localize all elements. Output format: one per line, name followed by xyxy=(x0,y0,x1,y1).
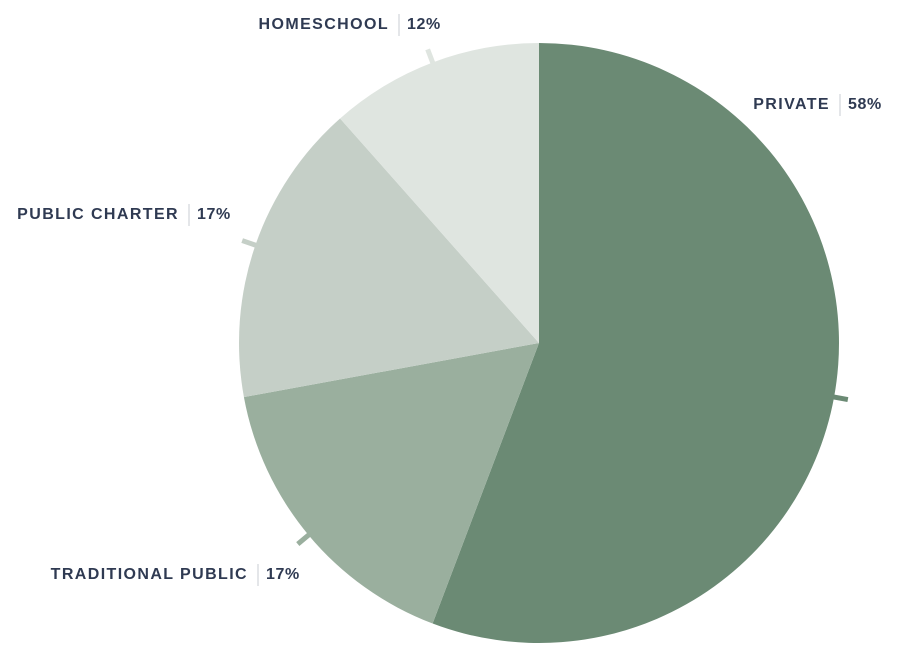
slice-label: HOMESCHOOL xyxy=(259,16,389,33)
pie-slice-public-charter xyxy=(239,118,539,398)
pie-slices xyxy=(239,43,839,644)
slice-label: PRIVATE xyxy=(753,96,830,113)
slice-label: TRADITIONAL PUBLIC xyxy=(51,566,248,583)
slice-value-label: 17% xyxy=(197,206,231,223)
pie-slice-private xyxy=(432,43,839,644)
slice-label: PUBLIC CHARTER xyxy=(17,206,179,223)
slice-value-label: 58% xyxy=(848,96,882,113)
slice-value-label: 12% xyxy=(407,16,441,33)
pie-slice-traditional-public xyxy=(243,343,539,624)
pie-slice-homeschool xyxy=(340,43,539,343)
slice-value-label: 17% xyxy=(266,566,300,583)
slice-labels: PRIVATE 58% TRADITIONAL PUBLIC 17% PUBLIC CH… xyxy=(17,14,882,586)
